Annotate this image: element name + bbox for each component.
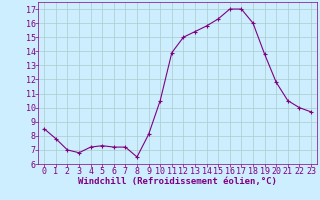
X-axis label: Windchill (Refroidissement éolien,°C): Windchill (Refroidissement éolien,°C) — [78, 177, 277, 186]
